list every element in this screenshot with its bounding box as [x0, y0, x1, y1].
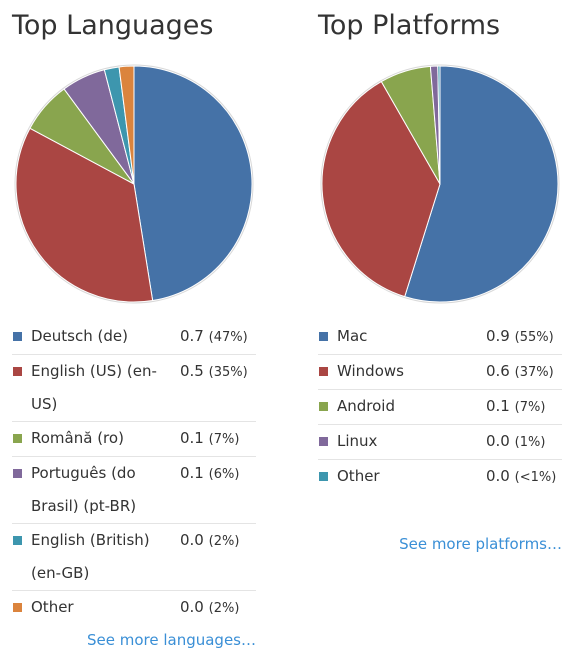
legend-row-english-british: English (British) (en-GB) 0.0 (2%): [12, 524, 256, 591]
value-number: 0.1: [486, 397, 510, 415]
legend-label: Android: [337, 397, 395, 415]
pie-slice-other[interactable]: [437, 65, 441, 185]
platforms-legend: Mac 0.9 (55%) Windows 0.6 (37%) Android …: [318, 320, 562, 494]
swatch-other: [13, 603, 22, 612]
legend-label: English (US) (en-US): [31, 362, 157, 413]
swatch-mac: [319, 332, 328, 341]
legend-label: Linux: [337, 432, 378, 450]
languages-legend: Deutsch (de) 0.7 (47%) English (US) (en-…: [12, 320, 256, 625]
value-number: 0.0: [180, 598, 204, 616]
value-number: 0.6: [486, 362, 510, 380]
legend-value: 0.1 (7%): [180, 422, 256, 456]
value-percent: (37%): [514, 365, 554, 380]
legend-row-other: Other 0.0 (<1%): [318, 460, 562, 494]
legend-row-android: Android 0.1 (7%): [318, 390, 562, 425]
see-more-platforms-link[interactable]: See more platforms…: [399, 535, 562, 553]
legend-row-windows: Windows 0.6 (37%): [318, 355, 562, 390]
pie-slice-other[interactable]: [118, 65, 135, 185]
legend-row-romana: Română (ro) 0.1 (7%): [12, 422, 256, 457]
value-percent: (2%): [208, 601, 240, 616]
value-percent: (2%): [208, 534, 240, 549]
swatch-romana: [13, 434, 22, 443]
swatch-english-british: [13, 536, 22, 545]
legend-value: 0.7 (47%): [180, 320, 256, 354]
pie-slice-mac[interactable]: [404, 65, 559, 303]
platforms-pie-chart: [320, 64, 560, 304]
swatch-windows: [319, 367, 328, 376]
swatch-portugues: [13, 469, 22, 478]
swatch-english-us: [13, 367, 22, 376]
swatch-android: [319, 402, 328, 411]
legend-value: 0.9 (55%): [486, 320, 562, 354]
legend-row-other: Other 0.0 (2%): [12, 591, 256, 625]
value-number: 0.1: [180, 429, 204, 447]
value-number: 0.0: [486, 467, 510, 485]
value-percent: (7%): [208, 432, 240, 447]
legend-label: Other: [337, 467, 380, 485]
value-percent: (55%): [514, 330, 554, 345]
swatch-deutsch: [13, 332, 22, 341]
legend-row-english-us: English (US) (en-US) 0.5 (35%): [12, 355, 256, 422]
legend-value: 0.1 (6%): [180, 457, 256, 491]
pie-slice-english-us-en-us[interactable]: [15, 127, 154, 303]
legend-value: 0.5 (35%): [180, 355, 256, 389]
legend-value: 0.0 (1%): [486, 425, 562, 459]
value-number: 0.0: [180, 531, 204, 549]
legend-row-deutsch: Deutsch (de) 0.7 (47%): [12, 320, 256, 355]
legend-label: Deutsch (de): [31, 327, 128, 345]
value-percent: (6%): [208, 467, 240, 482]
legend-label: Română (ro): [31, 429, 124, 447]
swatch-linux: [319, 437, 328, 446]
legend-label: Português (do Brasil) (pt-BR): [31, 464, 137, 515]
pie-slice-windows[interactable]: [321, 81, 441, 298]
legend-label: English (British) (en-GB): [31, 531, 150, 582]
platforms-title: Top Platforms: [318, 10, 501, 41]
languages-title: Top Languages: [12, 10, 214, 41]
value-percent: (<1%): [514, 470, 557, 485]
legend-value: 0.0 (2%): [180, 524, 256, 558]
legend-value: 0.0 (2%): [180, 591, 256, 625]
value-percent: (47%): [208, 330, 248, 345]
legend-label: Windows: [337, 362, 404, 380]
legend-label: Mac: [337, 327, 368, 345]
value-percent: (7%): [514, 400, 546, 415]
value-number: 0.9: [486, 327, 510, 345]
swatch-other: [319, 472, 328, 481]
legend-row-linux: Linux 0.0 (1%): [318, 425, 562, 460]
see-more-languages-link[interactable]: See more languages…: [86, 631, 256, 649]
legend-label: Other: [31, 598, 74, 616]
legend-value: 0.0 (<1%): [486, 460, 562, 494]
legend-row-mac: Mac 0.9 (55%): [318, 320, 562, 355]
legend-value: 0.6 (37%): [486, 355, 562, 389]
value-number: 0.7: [180, 327, 204, 345]
languages-pie-chart: [14, 64, 254, 304]
legend-row-portugues: Português (do Brasil) (pt-BR) 0.1 (6%): [12, 457, 256, 524]
value-percent: (1%): [514, 435, 546, 450]
value-number: 0.1: [180, 464, 204, 482]
legend-value: 0.1 (7%): [486, 390, 562, 424]
value-number: 0.0: [486, 432, 510, 450]
value-number: 0.5: [180, 362, 204, 380]
pie-slice-deutsch-de[interactable]: [133, 65, 253, 302]
value-percent: (35%): [208, 365, 248, 380]
